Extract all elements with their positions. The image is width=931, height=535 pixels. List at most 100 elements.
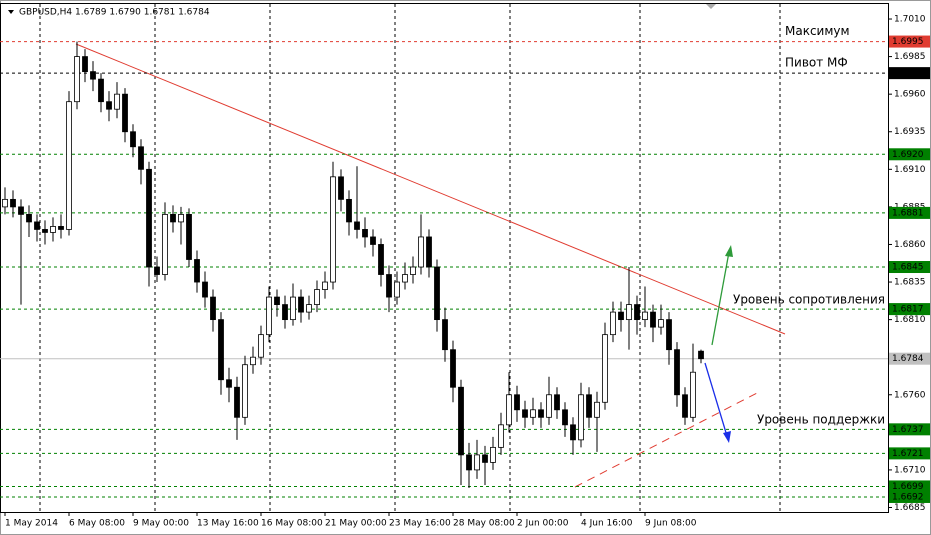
candle-body xyxy=(42,229,48,233)
candle-body xyxy=(10,198,16,208)
candle-body xyxy=(578,394,584,441)
candle-body xyxy=(130,131,136,148)
candle-body xyxy=(530,409,536,418)
candle-body xyxy=(594,401,600,418)
y-tick-label: 1.6835 xyxy=(894,278,926,288)
x-tick-label: 23 May 16:00 xyxy=(389,519,451,529)
candle-body xyxy=(634,304,640,321)
candle-body xyxy=(250,356,256,366)
candle-body xyxy=(58,226,64,230)
candle-body xyxy=(570,424,576,441)
candle-body xyxy=(394,281,400,298)
candle-body xyxy=(386,274,392,298)
candle-body xyxy=(346,198,352,223)
candle-body xyxy=(562,409,568,426)
y-tick-label: 1.6685 xyxy=(894,503,926,513)
candle-body xyxy=(146,168,152,268)
y-tick-label: 1.6710 xyxy=(894,465,926,475)
candle-body xyxy=(50,226,56,233)
level-box xyxy=(889,148,930,161)
candle-body xyxy=(554,394,560,411)
candle-body xyxy=(362,229,368,238)
candle-body xyxy=(490,446,496,463)
candle-body xyxy=(330,176,336,283)
x-tick-label: 6 May 08:00 xyxy=(69,519,125,529)
candle-body xyxy=(34,221,40,230)
candle-body xyxy=(466,454,472,471)
menu-arrow xyxy=(8,10,14,14)
y-tick-label: 1.6760 xyxy=(894,390,926,400)
candle-body xyxy=(114,93,120,110)
candle-body xyxy=(538,409,544,418)
candle-body xyxy=(650,311,656,328)
candle-body xyxy=(194,259,200,283)
candle-body xyxy=(618,311,624,321)
resistance-trendline xyxy=(75,43,786,335)
candle-body xyxy=(18,206,24,215)
candle-body xyxy=(610,311,616,336)
support-trendline xyxy=(574,392,758,488)
x-tick-label: 9 Jun 08:00 xyxy=(645,519,697,529)
candle-body xyxy=(370,236,376,245)
candle-body xyxy=(658,319,664,328)
level-label: 1.6974 xyxy=(892,69,924,79)
candle-body xyxy=(402,274,408,283)
vertical-grid xyxy=(39,4,781,512)
level-box xyxy=(889,261,930,274)
candle-body xyxy=(186,214,192,260)
candle-body xyxy=(690,371,696,418)
y-tick-label: 1.6810 xyxy=(894,315,926,325)
level-box xyxy=(889,480,930,493)
level-label: 1.6817 xyxy=(892,305,924,315)
candle-body xyxy=(642,311,648,321)
level-label: 1.6881 xyxy=(892,208,924,218)
candle-body xyxy=(410,266,416,275)
candle-body xyxy=(242,364,248,418)
candle-body xyxy=(258,334,264,358)
level-box xyxy=(889,423,930,436)
candle-body xyxy=(682,394,688,418)
candle-body xyxy=(322,281,328,290)
level-box xyxy=(889,35,930,48)
y-tick-label: 1.6910 xyxy=(894,165,926,175)
candle-body xyxy=(170,214,176,223)
level-box xyxy=(889,447,930,460)
candle-body xyxy=(282,304,288,321)
level-box xyxy=(889,303,930,316)
candle-body xyxy=(82,56,88,73)
candle-body xyxy=(442,319,448,351)
annotation: Уровень поддержки xyxy=(757,413,885,427)
level-annotation: Пивот МФ xyxy=(785,56,848,70)
candle-body xyxy=(178,214,184,223)
candle-body xyxy=(674,349,680,396)
candle-body xyxy=(458,386,464,456)
candle-body xyxy=(434,266,440,321)
candle-body xyxy=(418,236,424,268)
level-label: 1.6920 xyxy=(892,150,924,160)
annotation: Уровень сопротивления xyxy=(733,293,885,307)
candle-body xyxy=(626,304,632,321)
x-tick-label: 21 May 00:00 xyxy=(325,519,387,529)
candle-body xyxy=(586,394,592,418)
level-label: 1.6995 xyxy=(892,37,924,47)
level-label: 1.6845 xyxy=(892,263,924,273)
candle-body xyxy=(522,409,528,418)
x-tick-label: 28 May 08:00 xyxy=(453,519,515,529)
candle-body xyxy=(98,78,104,103)
candle-body xyxy=(306,304,312,313)
candle-body xyxy=(498,424,504,448)
scroll-marker xyxy=(706,4,716,9)
candle-body xyxy=(74,56,80,103)
candle-body xyxy=(266,296,272,336)
candle-body xyxy=(314,289,320,305)
candle-body xyxy=(474,454,480,471)
candle-body xyxy=(218,319,224,381)
candle-body xyxy=(90,71,96,80)
candle-body xyxy=(66,101,72,230)
candle-body xyxy=(602,334,608,403)
candle-body xyxy=(122,93,128,133)
x-tick-label: 16 May 08:00 xyxy=(261,519,323,529)
last-price-box xyxy=(889,352,930,365)
candle-body xyxy=(138,146,144,170)
